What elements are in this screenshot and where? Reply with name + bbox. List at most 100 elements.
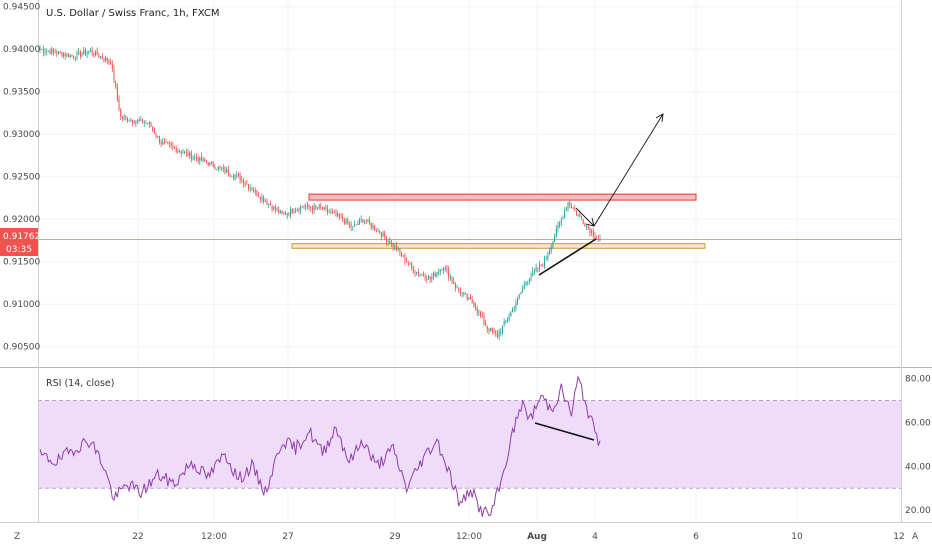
candle-body <box>84 50 86 55</box>
candle-body <box>74 57 76 59</box>
candle-body <box>537 267 539 269</box>
candle-body <box>433 273 435 277</box>
price-tick-label: 0.92000 <box>3 215 40 225</box>
candle-body <box>143 123 145 124</box>
candle-body <box>101 56 103 59</box>
candle-body <box>318 206 320 209</box>
timezone-toggle[interactable]: Z <box>14 532 20 542</box>
candle-body <box>273 206 275 210</box>
candle-body <box>337 213 339 216</box>
candle-body <box>200 156 202 161</box>
candle-body <box>517 297 519 304</box>
candle-body <box>500 332 502 333</box>
candle-body <box>572 207 574 209</box>
candle-body <box>424 276 426 279</box>
candle-body <box>461 292 463 294</box>
candle-body <box>454 284 456 288</box>
candle-body <box>79 51 81 57</box>
candle-body <box>327 208 329 213</box>
candle-body <box>444 267 446 269</box>
candle-body <box>364 221 366 223</box>
candle-body <box>305 206 307 208</box>
candle-body <box>394 245 396 248</box>
candle-body <box>525 282 527 285</box>
candle-body <box>382 232 384 237</box>
candle-body <box>463 292 465 294</box>
candle-body <box>527 281 529 283</box>
candle-body <box>39 49 41 51</box>
candle-body <box>246 184 248 185</box>
candle-body <box>152 126 154 130</box>
candle-body <box>451 277 453 282</box>
time-axis[interactable]: 22 12:00 27 29 12:00 Aug 4 6 10 12 <box>132 532 904 542</box>
candle-body <box>290 209 292 215</box>
rsi-trendline[interactable] <box>534 422 595 441</box>
candle-body <box>111 64 113 69</box>
price-axis[interactable]: 0.94500 0.94000 0.93500 0.93000 0.92500 0.920… <box>3 3 40 353</box>
candle-body <box>362 219 364 222</box>
candle-body <box>303 206 305 208</box>
candle-body <box>46 50 48 52</box>
candle-body <box>190 152 192 159</box>
candle-body <box>372 225 374 228</box>
price-tick-label: 0.94000 <box>3 45 40 55</box>
candle-body <box>160 142 162 145</box>
candle-body <box>217 166 219 170</box>
candle-body <box>471 299 473 304</box>
candle-body <box>216 169 218 170</box>
candle-body <box>468 296 470 299</box>
price-tag-box <box>0 228 38 256</box>
candle-body <box>505 320 507 322</box>
resistance-zone[interactable] <box>308 193 697 201</box>
candle-body <box>155 133 157 137</box>
candle-body <box>251 188 253 191</box>
trend-drawings <box>534 113 664 441</box>
auto-scale-toggle[interactable]: A <box>912 532 919 542</box>
candle-body <box>41 49 43 50</box>
candle-body <box>258 195 260 197</box>
candle-body <box>153 129 155 134</box>
candle-body <box>174 147 176 149</box>
candle-body <box>44 51 46 53</box>
projection-arrow-up[interactable] <box>593 113 664 227</box>
candle-body <box>580 216 583 220</box>
candle-body <box>569 202 571 206</box>
candle-body <box>288 213 290 215</box>
candle-body <box>76 52 78 59</box>
candle-body <box>283 213 285 215</box>
candle-body <box>387 241 389 242</box>
candle-body <box>86 52 88 55</box>
candle-body <box>212 162 214 168</box>
candle-body <box>426 278 428 280</box>
candle-body <box>214 167 216 170</box>
candle-body <box>285 213 287 215</box>
candle-body <box>360 219 362 221</box>
candle-body <box>475 306 477 309</box>
candle-body <box>352 226 354 228</box>
price-trendline[interactable] <box>538 238 597 276</box>
candle-body <box>179 151 181 152</box>
candle-body <box>170 144 172 146</box>
candle-body <box>348 223 350 225</box>
candle-body <box>172 145 174 148</box>
candle-body <box>416 271 418 274</box>
price-tag-price: 0.91762 <box>3 232 40 242</box>
candle-body <box>68 53 70 58</box>
candle-body <box>194 156 196 158</box>
candle-body <box>375 230 377 232</box>
candle-body <box>295 211 297 213</box>
candle-body <box>369 220 371 224</box>
candle-body <box>503 321 505 326</box>
candle-body <box>227 169 229 175</box>
candle-body <box>409 263 411 265</box>
candle-body <box>498 332 500 337</box>
rsi-axis[interactable]: 80.00 60.00 40.00 20.00 <box>905 375 931 517</box>
candle-body <box>263 197 265 202</box>
candle-body <box>374 225 376 231</box>
candle-body <box>357 223 359 225</box>
candle-body <box>512 308 514 313</box>
candle-body <box>385 236 387 242</box>
projection-arrow-down[interactable] <box>575 207 595 227</box>
support-zone[interactable] <box>291 243 706 249</box>
